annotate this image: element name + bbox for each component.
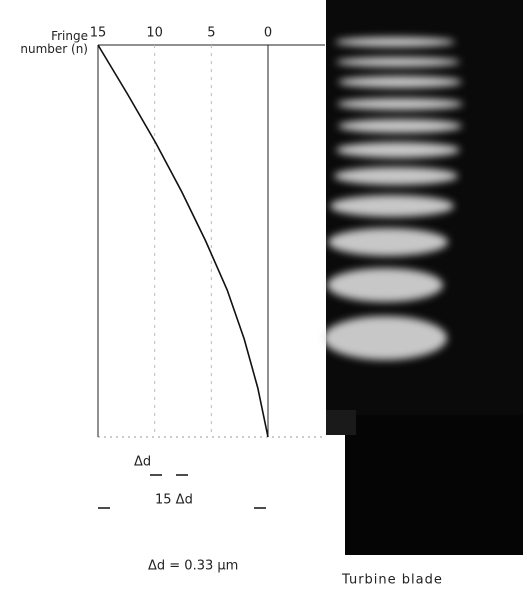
x-tick-label: 0 — [264, 26, 272, 41]
delta-label: Δd — [134, 455, 151, 470]
x-tick-label: 15 — [90, 26, 107, 41]
photo-caption: Turbine blade — [341, 573, 443, 588]
arrows — [98, 474, 266, 509]
x-axis-label: Fringe number (n) — [20, 29, 88, 56]
x-tick-label: 5 — [207, 26, 215, 41]
turbine-photo — [323, 0, 523, 555]
total-label: 15 Δd — [155, 493, 193, 508]
x-tick-label: 10 — [146, 26, 163, 41]
curve — [97, 44, 269, 438]
note: Δd = 0.33 μm — [148, 559, 238, 574]
